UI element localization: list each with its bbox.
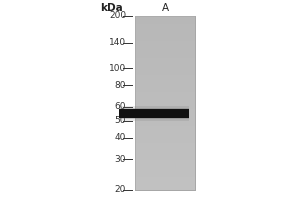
Text: 50: 50	[115, 116, 126, 125]
Text: 80: 80	[115, 81, 126, 90]
Text: 20: 20	[115, 186, 126, 194]
Bar	[118, 108, 189, 110]
Bar	[118, 117, 189, 119]
FancyBboxPatch shape	[135, 16, 195, 190]
Text: 40: 40	[115, 133, 126, 142]
Text: 60: 60	[115, 102, 126, 111]
Bar	[118, 117, 189, 121]
Bar	[135, 16, 195, 190]
Bar	[118, 106, 189, 110]
Text: 200: 200	[109, 11, 126, 21]
Bar	[118, 109, 189, 118]
Text: 140: 140	[109, 38, 126, 47]
Text: kDa: kDa	[100, 3, 123, 13]
Text: A: A	[161, 3, 169, 13]
Text: 30: 30	[115, 155, 126, 164]
Text: 100: 100	[109, 64, 126, 73]
